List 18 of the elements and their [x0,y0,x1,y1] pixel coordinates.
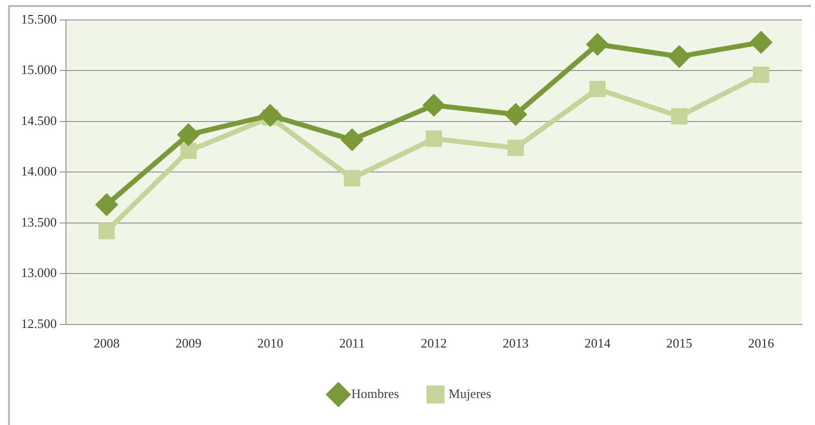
y-tick-label: 13.000 [21,265,57,280]
x-tick-label: 2015 [666,336,692,351]
y-tick-label: 12.500 [21,316,57,331]
y-tick-label: 13.500 [21,214,57,230]
x-tick-label: 2009 [175,336,202,351]
y-tick-label: 14.500 [21,112,57,128]
x-tick-label: 2016 [748,336,775,351]
x-tick-label: 2010 [257,336,284,351]
y-tick-label: 15.500 [21,11,57,26]
x-tick-label: 2014 [584,336,611,351]
legend-label: Mujeres [448,386,492,401]
legend-label: Hombres [351,386,400,401]
x-tick-label: 2012 [420,336,447,351]
x-tick-label: 2011 [339,336,365,351]
y-tick-label: 14.000 [21,164,57,179]
y-tick-label: 15.000 [21,62,57,78]
x-tick-label: 2008 [94,336,120,351]
x-tick-label: 2013 [502,336,529,351]
